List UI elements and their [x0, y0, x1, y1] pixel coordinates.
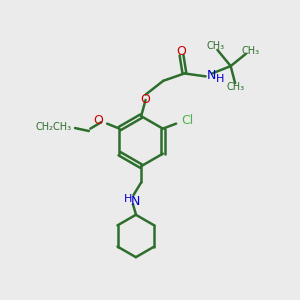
Text: Cl: Cl	[181, 114, 193, 127]
Text: CH₃: CH₃	[227, 82, 245, 92]
Text: O: O	[141, 93, 151, 106]
Text: CH₂CH₃: CH₂CH₃	[35, 122, 71, 132]
Text: N: N	[207, 69, 217, 82]
Text: H: H	[124, 194, 133, 204]
Text: H: H	[216, 74, 224, 84]
Text: CH₃: CH₃	[206, 41, 224, 51]
Text: O: O	[177, 45, 186, 58]
Text: N: N	[130, 195, 140, 208]
Text: CH₃: CH₃	[242, 46, 260, 56]
Text: O: O	[94, 114, 103, 127]
